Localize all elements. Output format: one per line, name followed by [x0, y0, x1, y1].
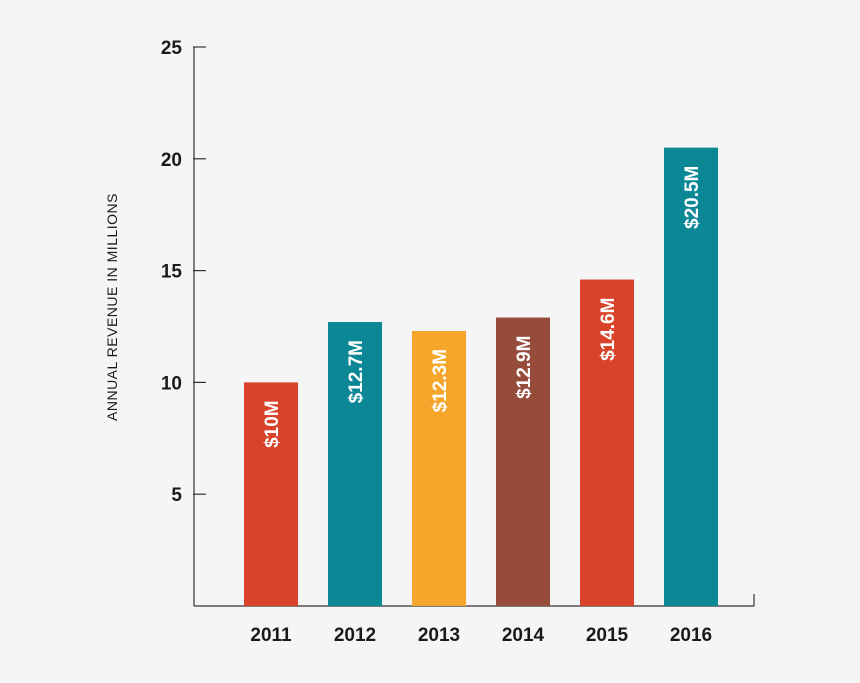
y-tick-label: 25	[161, 38, 183, 59]
bar-2016	[664, 147, 718, 606]
bar-2014	[496, 317, 550, 606]
bar-2011	[244, 382, 298, 606]
x-tick-labels: 2011 2012 2013 2014 2015 2016	[250, 625, 712, 646]
bar-2015	[580, 279, 634, 606]
y-tick-label: 15	[161, 262, 183, 283]
y-tick-label: 10	[161, 373, 182, 394]
bar-2012	[328, 322, 382, 606]
y-axis-title: ANNUAL REVENUE IN MILLIONS	[104, 193, 120, 421]
x-tick-label: 2014	[502, 625, 545, 646]
y-tick-label: 20	[161, 150, 182, 171]
x-tick-label: 2011	[250, 625, 292, 646]
x-tick-label: 2015	[586, 625, 629, 646]
x-tick-label: 2013	[418, 625, 460, 646]
bar-data-label: $12.3M	[430, 349, 451, 412]
bar-data-label: $12.7M	[346, 340, 367, 403]
x-tick-label: 2016	[670, 625, 712, 646]
bar-data-label: $12.9M	[514, 336, 535, 399]
bar-data-label: $14.6M	[598, 298, 619, 361]
y-tick-label: 5	[171, 485, 182, 506]
x-tick-label: 2012	[334, 625, 376, 646]
bar-data-label: $20.5M	[682, 166, 703, 229]
bar-2013	[412, 330, 466, 606]
bar-data-label: $10M	[262, 400, 283, 448]
bars: $10M $12.7M $12.3M $12.9M $14.6M $20.5M	[244, 147, 718, 606]
y-ticks: 5 10 15 20 25	[161, 38, 206, 506]
